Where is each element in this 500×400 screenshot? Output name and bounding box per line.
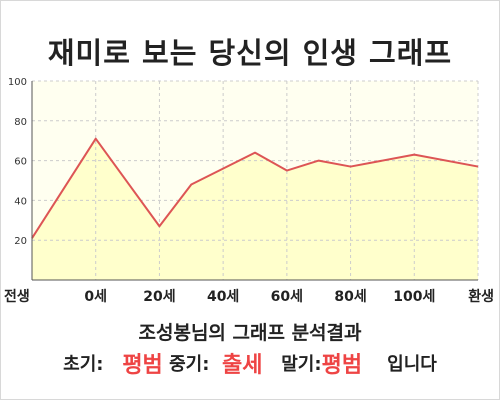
result-summary: 초기: 평범 중기: 출세 말기: 평범 입니다: [0, 345, 500, 381]
y-tick-label-20: 20: [14, 236, 27, 247]
late-label: 말기:: [281, 354, 322, 375]
x-tick-label-2: 20세: [143, 289, 175, 305]
x-tick-label-1: 0세: [84, 289, 107, 305]
x-tick-label-7: 환생: [468, 288, 494, 305]
result-suffix: 입니다: [387, 354, 437, 375]
mid-value: 출세: [221, 353, 263, 378]
early-label: 초기:: [63, 354, 104, 375]
series-line: [31, 137, 479, 239]
area-fill: [32, 138, 478, 280]
x-tick-label-3: 40세: [207, 289, 239, 305]
chart-title: 재미로 보는 당신의 인생 그래프: [47, 36, 453, 70]
x-tick-label-6: 100세: [393, 289, 435, 305]
early-value: 평범: [122, 353, 163, 378]
mid-label: 중기:: [169, 354, 210, 375]
x-tick-label-5: 80세: [334, 289, 366, 305]
x-tick-label-4: 60세: [271, 289, 303, 305]
y-tick-label-100: 100: [8, 77, 27, 88]
result-heading: 조성봉님의 그래프 분석결과: [138, 322, 362, 344]
y-tick-label-40: 40: [14, 196, 27, 207]
y-tick-label-60: 60: [14, 157, 27, 168]
x-tick-label-0: 전생: [4, 288, 30, 305]
y-tick-label-80: 80: [14, 117, 27, 128]
late-value: 평범: [321, 353, 363, 378]
